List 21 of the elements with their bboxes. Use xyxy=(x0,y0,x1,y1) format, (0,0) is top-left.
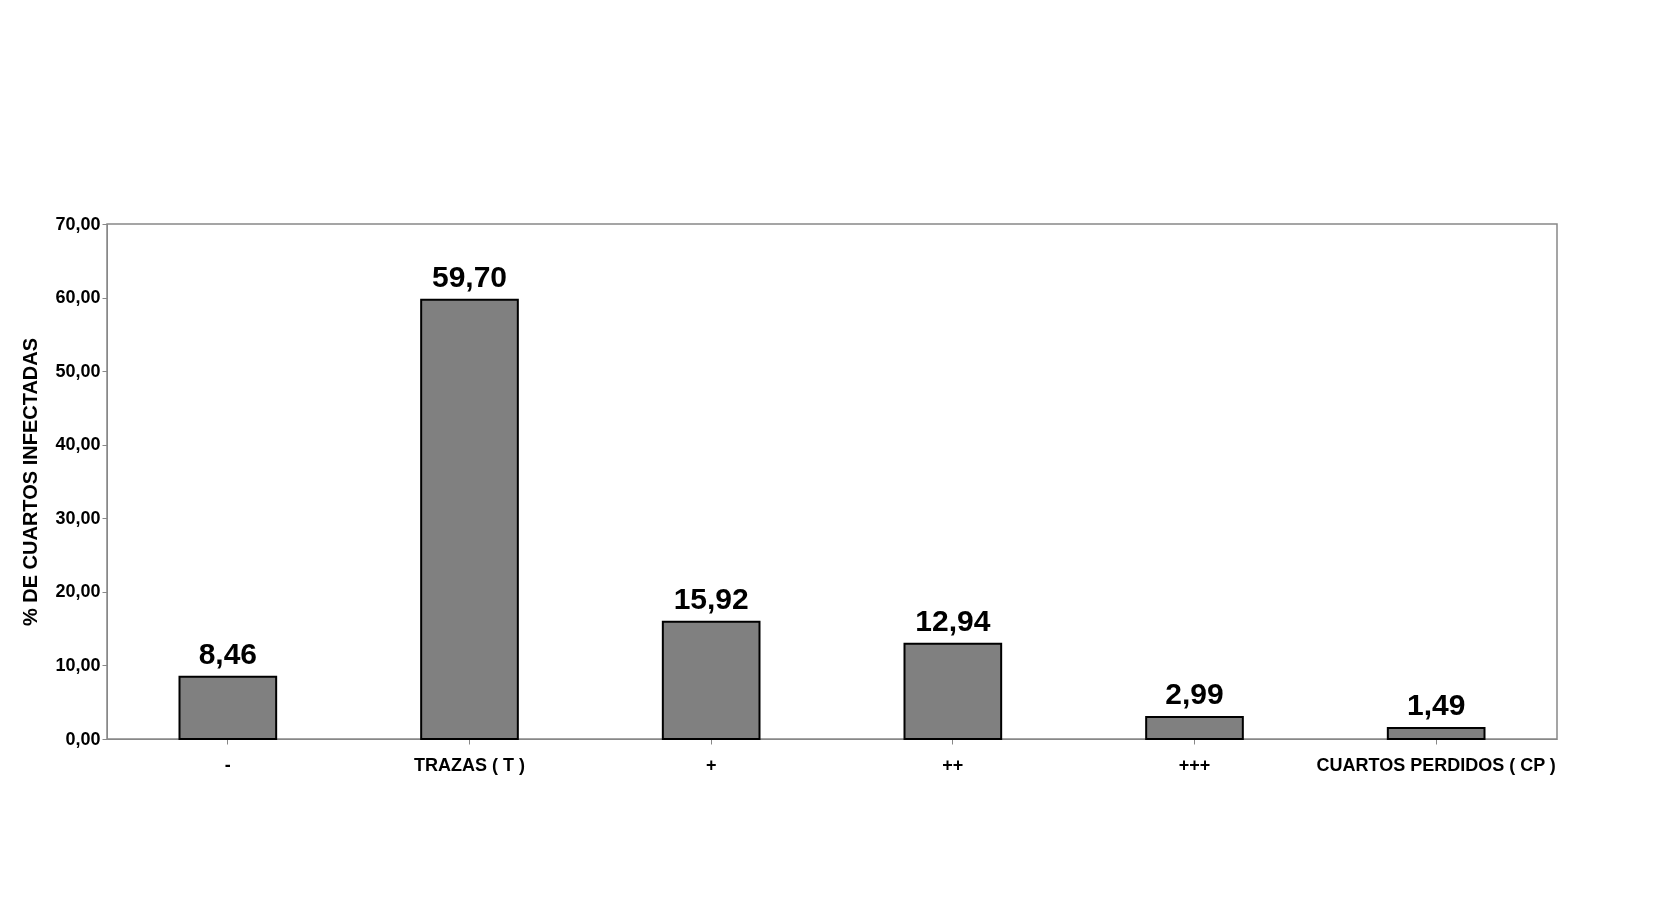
data-label: 15,92 xyxy=(673,581,749,615)
y-tick-label: 0,00 xyxy=(65,728,101,749)
x-tick-label: +++ xyxy=(1178,754,1211,775)
y-tick-label: 50,00 xyxy=(55,360,101,381)
y-tick-label: 40,00 xyxy=(55,434,101,455)
data-label: 8,46 xyxy=(198,636,258,670)
x-tick-label: CUARTOS PERDIDOS ( CP ) xyxy=(1316,754,1556,775)
data-label: 59,70 xyxy=(431,259,508,293)
x-tick-label: TRAZAS ( T ) xyxy=(414,754,525,775)
data-label: 12,94 xyxy=(915,603,991,637)
y-tick-label: 20,00 xyxy=(55,581,101,602)
y-tick-label: 30,00 xyxy=(55,507,101,528)
data-label: 2,99 xyxy=(1165,677,1224,710)
x-tick-label: - xyxy=(224,754,231,775)
x-tick-label: ++ xyxy=(942,754,964,775)
y-tick-label: 70,00 xyxy=(55,213,101,234)
y-tick-label: 10,00 xyxy=(55,654,101,675)
x-tick-label: + xyxy=(705,754,717,775)
y-axis-title: % DE CUARTOS INFECTADAS xyxy=(19,337,42,627)
data-label: 1,49 xyxy=(1406,688,1466,722)
y-tick-label: 60,00 xyxy=(55,287,101,308)
